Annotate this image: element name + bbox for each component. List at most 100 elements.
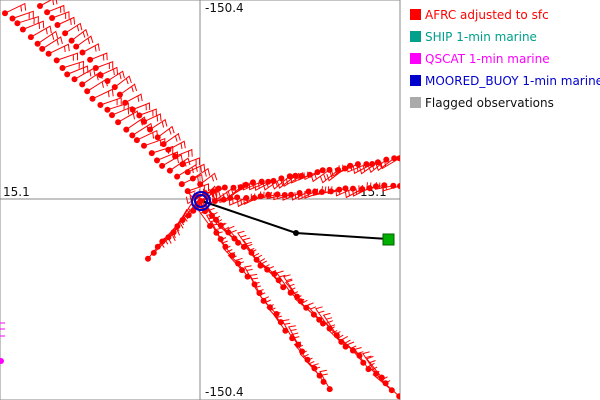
- observation-point: [231, 235, 238, 242]
- wind-barb: [249, 249, 268, 270]
- wind-barb: [266, 191, 285, 200]
- legend-item-flagged: Flagged observations: [410, 96, 554, 110]
- observation-point: [34, 40, 41, 47]
- wind-barb: [219, 222, 239, 244]
- observation-point: [326, 166, 333, 173]
- wind-barb: [300, 299, 320, 321]
- observation-point: [92, 65, 99, 71]
- wind-barb: [366, 182, 385, 190]
- wind-barb: [218, 237, 233, 256]
- observation-point: [165, 146, 172, 153]
- observation-point: [39, 45, 46, 52]
- wind-barb: [293, 341, 308, 361]
- wind-barb: [243, 195, 261, 206]
- wind-barb: [211, 194, 231, 203]
- wind-barb: [227, 184, 247, 198]
- wind-barb: [187, 183, 209, 192]
- legend-swatch: [410, 9, 421, 20]
- wind-barb: [282, 192, 300, 201]
- wind-barb: [261, 296, 277, 315]
- wind-barb: [305, 357, 320, 376]
- observation-point: [84, 88, 91, 95]
- wind-barb: [223, 245, 239, 264]
- observation-point: [73, 43, 80, 50]
- observation-point: [221, 184, 228, 191]
- observation-point: [129, 106, 136, 113]
- wind-barb: [310, 169, 330, 183]
- observation-point: [159, 162, 166, 169]
- wind-barb: [262, 177, 282, 191]
- wind-barb: [311, 363, 325, 383]
- observation-point: [326, 386, 333, 393]
- wind-barb: [306, 302, 324, 324]
- wind-barb: [282, 175, 302, 187]
- wind-barb: [210, 219, 222, 240]
- wind-barb: [319, 169, 339, 184]
- observation-point: [160, 141, 167, 148]
- wind-barb: [163, 132, 181, 145]
- observation-point: [122, 99, 129, 106]
- observation-point: [275, 277, 282, 284]
- observation-point: [97, 102, 104, 108]
- wind-barb: [57, 16, 76, 26]
- observation-point: [159, 238, 166, 245]
- wind-barb: [114, 75, 132, 88]
- observation-point: [170, 229, 177, 236]
- wind-barb: [82, 43, 100, 53]
- observation-point: [45, 50, 52, 57]
- legend-label: SHIP 1-min marine: [425, 30, 537, 44]
- wind-barb: [346, 163, 367, 173]
- wind-barb: [362, 351, 377, 374]
- wind-barb: [312, 188, 332, 197]
- wind-barb: [149, 118, 168, 130]
- wind-barb: [236, 230, 252, 254]
- wind-barb: [197, 207, 211, 227]
- observation-point: [292, 172, 299, 179]
- observation-point: [179, 161, 186, 168]
- observation-point: [68, 37, 75, 44]
- legend-item-moored-buoy: MOORED_BUOY 1-min marine: [410, 74, 600, 88]
- wind-barb: [352, 163, 373, 175]
- observation-point: [9, 15, 16, 22]
- wind-barb: [367, 159, 387, 174]
- observation-point: [136, 112, 143, 119]
- observation-point: [235, 239, 242, 246]
- legend-item-afrc: AFRC adjusted to sfc: [410, 8, 549, 22]
- observation-point: [64, 71, 71, 78]
- wind-barb: [288, 325, 299, 345]
- observation-point: [59, 65, 66, 71]
- observation-point: [243, 195, 250, 201]
- wind-barb: [228, 197, 247, 206]
- wind-barb: [256, 289, 271, 308]
- observation-point: [111, 84, 118, 91]
- wind-barb: [282, 274, 298, 297]
- observation-point: [189, 175, 196, 182]
- moored-buoy-marker: [191, 191, 211, 211]
- wind-barb: [92, 88, 114, 100]
- observation-point: [396, 155, 400, 162]
- observation-point: [147, 126, 153, 133]
- buoy-ring-inner: [194, 194, 208, 208]
- wind-barb: [375, 182, 394, 190]
- observation-point: [154, 134, 161, 141]
- qscat-point: [0, 358, 4, 364]
- track-point: [293, 230, 299, 236]
- wind-barb: [272, 312, 286, 332]
- observation-point: [141, 142, 147, 149]
- observation-point: [89, 95, 96, 102]
- wind-barb: [187, 163, 206, 173]
- observation-point: [165, 234, 172, 241]
- wind-barb: [22, 20, 45, 30]
- wind-barb: [182, 157, 201, 166]
- observation-point: [234, 194, 241, 201]
- legend: AFRC adjusted to sfc SHIP 1-min marine Q…: [410, 8, 600, 110]
- observation-point: [79, 81, 86, 88]
- observation-point: [174, 223, 181, 230]
- observation-point: [123, 126, 130, 133]
- wind-barb: [380, 157, 400, 170]
- observation-point: [166, 167, 173, 174]
- wind-barb: [157, 125, 175, 138]
- wind-barb: [48, 43, 70, 55]
- wind-barb: [290, 332, 303, 352]
